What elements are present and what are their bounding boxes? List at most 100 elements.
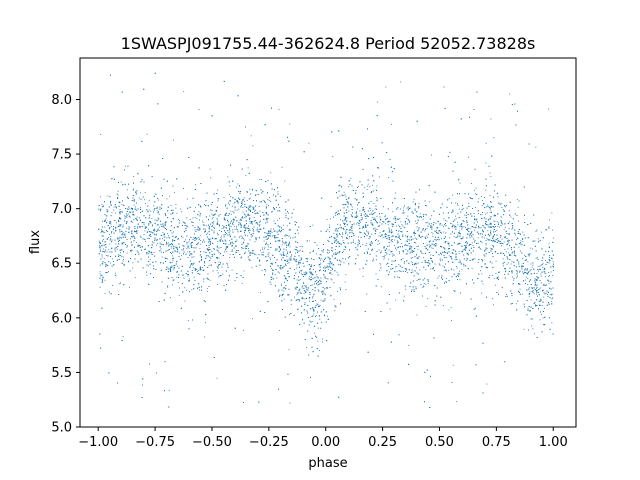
data-point <box>463 265 465 267</box>
data-point <box>490 249 492 251</box>
data-point <box>391 232 393 233</box>
data-point <box>321 258 323 260</box>
data-point <box>236 227 237 229</box>
data-point <box>535 146 537 148</box>
data-point <box>314 326 316 328</box>
data-point <box>295 258 297 260</box>
data-point <box>536 256 538 258</box>
data-point <box>405 288 407 290</box>
data-point <box>182 245 184 246</box>
data-point <box>384 223 386 225</box>
data-point <box>103 248 105 250</box>
data-point <box>548 243 550 245</box>
data-point <box>103 239 104 241</box>
data-point <box>218 252 220 254</box>
data-point <box>373 203 375 204</box>
data-point <box>229 228 230 230</box>
data-point <box>201 257 202 259</box>
data-point <box>196 271 198 272</box>
data-point <box>210 241 212 242</box>
data-point <box>212 217 214 218</box>
data-point <box>485 189 487 191</box>
data-point <box>425 306 427 307</box>
data-point <box>430 268 432 270</box>
data-point <box>104 293 106 294</box>
data-point <box>344 223 346 225</box>
data-point <box>481 204 483 206</box>
data-point <box>234 280 236 281</box>
data-point <box>504 274 505 275</box>
data-point <box>345 230 347 232</box>
data-point <box>536 293 537 295</box>
data-point <box>448 309 450 311</box>
data-point <box>270 230 272 232</box>
data-point <box>328 266 329 268</box>
data-point <box>228 244 230 246</box>
data-point <box>483 237 485 239</box>
data-point <box>156 233 158 235</box>
data-point <box>474 241 475 243</box>
data-point <box>126 227 128 229</box>
data-point <box>313 269 314 270</box>
data-point <box>157 229 159 231</box>
data-point <box>483 226 485 228</box>
data-point <box>407 235 409 237</box>
data-point <box>148 216 150 218</box>
data-point <box>546 229 548 231</box>
data-point <box>286 259 288 261</box>
data-point <box>126 244 128 246</box>
data-point <box>251 252 253 254</box>
data-point <box>405 249 407 250</box>
data-point <box>211 218 213 220</box>
data-point <box>384 255 386 256</box>
data-point <box>172 218 174 219</box>
data-point <box>450 306 452 308</box>
data-point <box>457 221 458 223</box>
data-point <box>519 288 521 290</box>
data-point <box>290 303 292 305</box>
data-point <box>469 228 471 230</box>
data-point <box>157 217 159 219</box>
data-point <box>501 238 503 240</box>
data-point <box>356 214 358 216</box>
data-point <box>522 258 524 260</box>
data-point <box>518 246 520 248</box>
data-point <box>436 230 437 232</box>
data-point <box>393 235 395 237</box>
data-point <box>501 245 502 247</box>
data-point <box>416 215 418 217</box>
data-point <box>300 270 302 272</box>
data-point <box>185 239 186 241</box>
data-point <box>230 213 232 215</box>
data-point <box>398 264 400 266</box>
data-point <box>437 220 439 222</box>
data-point <box>406 269 408 271</box>
data-point <box>135 242 137 243</box>
data-point <box>480 248 482 250</box>
data-point <box>250 197 252 199</box>
data-point <box>303 272 305 274</box>
data-point <box>344 245 346 247</box>
data-point <box>388 266 389 267</box>
data-point <box>362 275 364 277</box>
data-point <box>336 228 338 230</box>
data-point <box>526 289 527 291</box>
data-point <box>468 233 470 235</box>
data-point <box>485 162 487 164</box>
data-point <box>458 208 460 210</box>
data-point <box>324 275 326 277</box>
data-point <box>198 270 200 271</box>
data-point <box>215 211 217 212</box>
data-point <box>261 179 262 180</box>
data-point <box>403 270 404 272</box>
data-point <box>168 244 170 246</box>
data-point <box>222 225 224 226</box>
data-point <box>428 262 430 264</box>
data-point <box>279 218 280 220</box>
data-point <box>359 221 361 223</box>
data-point <box>537 292 539 293</box>
data-point <box>517 233 519 234</box>
data-point <box>426 235 428 237</box>
data-point <box>415 286 417 288</box>
data-point <box>384 219 386 221</box>
